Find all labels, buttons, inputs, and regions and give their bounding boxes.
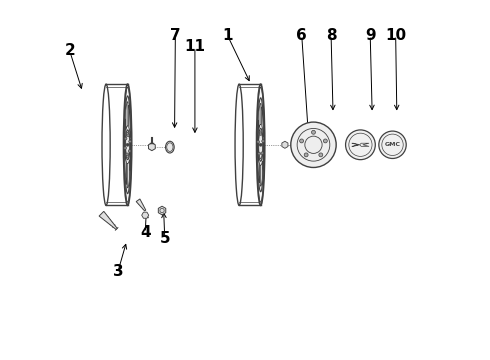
Text: 5: 5 [159, 231, 170, 246]
Text: 8: 8 [326, 28, 337, 43]
Circle shape [261, 152, 264, 154]
Ellipse shape [258, 129, 263, 161]
Text: GMC: GMC [385, 142, 400, 147]
Circle shape [312, 130, 316, 134]
Polygon shape [263, 140, 264, 170]
Circle shape [379, 131, 406, 158]
Polygon shape [136, 199, 146, 211]
Ellipse shape [166, 141, 174, 153]
Polygon shape [262, 107, 264, 137]
Polygon shape [282, 141, 288, 148]
Circle shape [304, 153, 308, 157]
Circle shape [262, 140, 265, 143]
Text: 4: 4 [140, 225, 150, 240]
Circle shape [300, 139, 304, 143]
Text: 6: 6 [296, 28, 307, 43]
Text: 11: 11 [184, 40, 205, 54]
Text: 10: 10 [385, 28, 406, 43]
Circle shape [345, 130, 375, 159]
Polygon shape [130, 140, 131, 171]
Circle shape [257, 140, 260, 143]
Polygon shape [99, 211, 117, 229]
Ellipse shape [123, 84, 132, 206]
Polygon shape [258, 153, 260, 183]
Polygon shape [127, 160, 129, 188]
Ellipse shape [125, 130, 130, 159]
Polygon shape [125, 152, 126, 184]
Ellipse shape [124, 96, 131, 194]
Circle shape [124, 147, 126, 149]
Text: 7: 7 [170, 28, 181, 43]
Circle shape [259, 133, 262, 135]
Circle shape [258, 152, 261, 155]
Polygon shape [259, 103, 261, 129]
Circle shape [128, 150, 131, 152]
Circle shape [129, 140, 131, 143]
Polygon shape [260, 161, 263, 186]
Text: 9: 9 [365, 28, 375, 43]
Circle shape [323, 139, 327, 143]
Text: 3: 3 [113, 265, 123, 279]
Circle shape [126, 153, 128, 156]
Polygon shape [124, 119, 125, 150]
Text: 2: 2 [64, 43, 75, 58]
Circle shape [126, 143, 129, 147]
Polygon shape [158, 206, 166, 215]
Circle shape [291, 122, 336, 167]
Circle shape [127, 134, 129, 137]
Text: 1: 1 [222, 28, 233, 43]
Ellipse shape [257, 98, 264, 192]
Polygon shape [129, 105, 130, 138]
Polygon shape [126, 102, 128, 130]
Polygon shape [142, 212, 149, 218]
Ellipse shape [257, 84, 265, 206]
Polygon shape [148, 143, 155, 150]
Circle shape [319, 153, 323, 157]
Circle shape [259, 143, 262, 147]
Circle shape [124, 137, 127, 140]
